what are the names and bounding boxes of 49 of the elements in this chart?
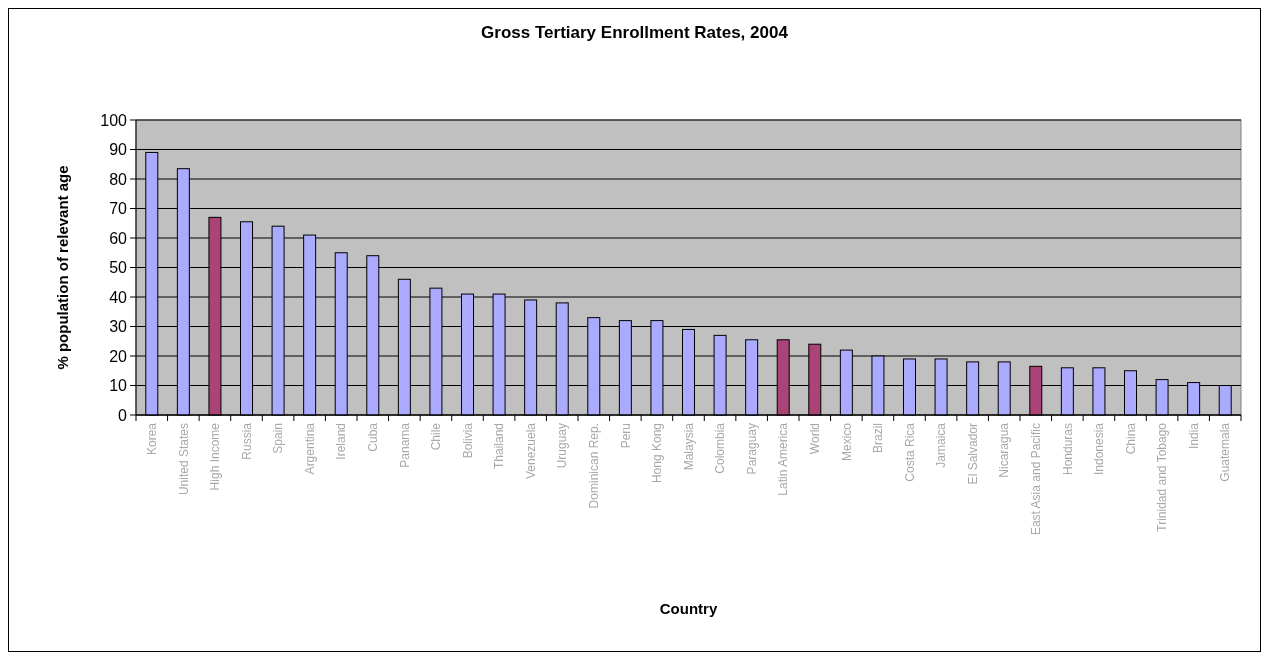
x-tick-label: Venezuela — [523, 422, 538, 480]
chart-title: Gross Tertiary Enrollment Rates, 2004 — [481, 23, 789, 42]
y-tick-label: 70 — [109, 200, 128, 218]
x-tick-label: Malaysia — [681, 422, 696, 471]
x-tick-label: United States — [176, 423, 191, 496]
x-tick-label: Colombia — [713, 422, 728, 474]
x-tick-label: Spain — [271, 423, 286, 454]
x-tick-label: Uruguay — [555, 423, 570, 469]
y-tick-label: 60 — [109, 229, 128, 247]
y-tick-label: 0 — [118, 406, 128, 424]
x-tick-label: India — [1186, 422, 1201, 450]
x-tick-label: Honduras — [1060, 423, 1075, 476]
y-tick-label: 80 — [109, 170, 128, 188]
x-tick-label: Guatemala — [1218, 422, 1233, 482]
x-tick-label: Korea — [144, 422, 159, 456]
x-tick-label: Nicaragua — [997, 422, 1012, 478]
x-tick-label: Russia — [239, 422, 254, 460]
x-tick-label: Thailand — [492, 423, 507, 470]
x-tick-label: Trinidad and Tobago — [1155, 422, 1170, 532]
y-tick-label: 10 — [109, 377, 128, 395]
x-tick-label: El Salvador — [965, 423, 980, 485]
y-tick-label: 100 — [100, 111, 128, 129]
x-tick-label: Dominican Rep. — [586, 423, 601, 509]
x-tick-label: Brazil — [871, 423, 886, 454]
y-tick-label: 20 — [109, 347, 128, 365]
x-tick-label: Indonesia — [1092, 422, 1107, 476]
x-axis-title: Country — [659, 600, 718, 617]
y-tick-label: 30 — [109, 318, 128, 336]
x-tick-label: Paraguay — [744, 423, 759, 475]
x-tick-label: Costa Rica — [902, 422, 917, 482]
x-tick-label: Jamaica — [934, 422, 949, 468]
x-tick-label: East Asia and Pacific — [1028, 423, 1043, 536]
y-tick-label: 40 — [109, 288, 128, 306]
y-axis-title: % population of relevant age — [54, 165, 71, 370]
y-tick-label: 50 — [109, 259, 128, 277]
x-tick-label: Cuba — [365, 422, 380, 452]
x-tick-label: Panama — [397, 422, 412, 468]
x-tick-label: Chile — [429, 422, 444, 451]
x-tick-label: Mexico — [839, 422, 854, 462]
x-tick-label: Ireland — [334, 423, 349, 460]
x-tick-label: Bolivia — [460, 422, 475, 459]
y-tick-label: 90 — [109, 141, 128, 159]
x-tick-label: Peru — [618, 423, 633, 449]
x-tick-label: Argentina — [302, 422, 317, 475]
x-tick-label: High Income — [208, 422, 223, 491]
x-tick-label: China — [1123, 422, 1138, 455]
x-tick-label: Hong Kong — [650, 423, 665, 484]
x-tick-label: World — [807, 423, 822, 455]
x-tick-label: Latin America — [776, 422, 791, 496]
